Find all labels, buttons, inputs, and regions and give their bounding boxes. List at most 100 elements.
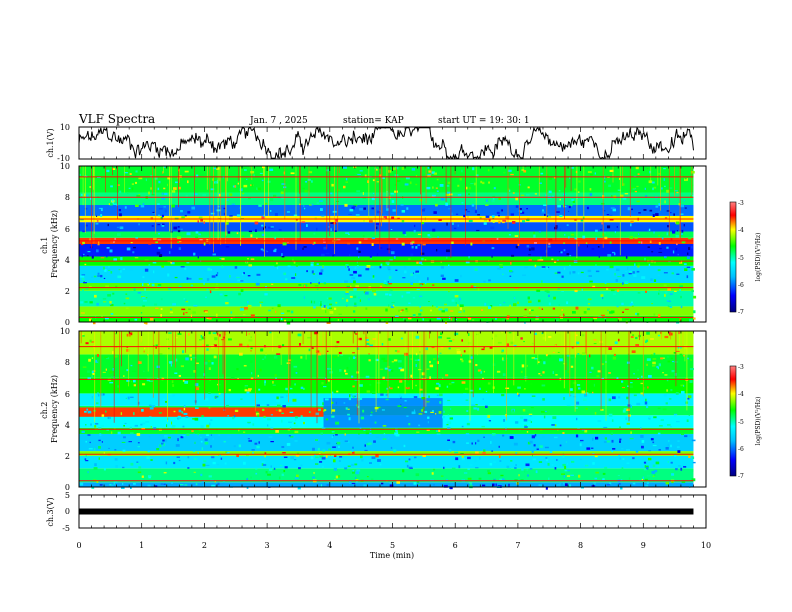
spectrogram-pixel bbox=[135, 237, 138, 239]
spectrogram-pixel bbox=[181, 411, 184, 414]
spectrogram-pixel bbox=[348, 233, 350, 235]
spectrogram-pixel bbox=[667, 424, 671, 426]
spectrogram-pixel bbox=[328, 448, 331, 451]
spectrogram-pixel bbox=[197, 360, 200, 364]
spectrogram-pixel bbox=[323, 386, 327, 388]
spectrogram-pixel bbox=[684, 178, 688, 181]
spectrogram-pixel bbox=[91, 341, 94, 343]
spectrogram-pixel bbox=[155, 346, 157, 349]
spectrogram-pixel bbox=[144, 347, 146, 350]
spectrogram-pixel bbox=[341, 189, 345, 192]
spectrogram-pixel bbox=[275, 377, 277, 380]
spectrogram-pixel bbox=[280, 312, 285, 314]
spectrogram-pixel bbox=[110, 431, 113, 435]
spectrogram-pixel bbox=[658, 425, 663, 427]
spectrogram-pixel bbox=[397, 360, 402, 363]
spectrogram-pixel bbox=[644, 478, 648, 481]
spectrogram-pixel bbox=[160, 298, 163, 301]
spectrogram-pixel bbox=[242, 314, 246, 316]
spectrogram-pixel bbox=[597, 420, 602, 422]
spectrogram-pixel bbox=[600, 314, 605, 317]
spectrogram-sferic bbox=[430, 166, 432, 175]
spectrogram-pixel bbox=[286, 310, 291, 313]
spectrogram-pixel bbox=[97, 362, 100, 364]
ch1-spectrogram-ylabel-frequency: Frequency (kHz) bbox=[50, 210, 59, 278]
spectrogram-pixel bbox=[229, 193, 233, 196]
spectrogram-sferic bbox=[155, 166, 157, 234]
spectrogram-pixel bbox=[201, 415, 204, 418]
spectrogram-pixel bbox=[418, 413, 423, 415]
spectrogram-pixel bbox=[142, 283, 144, 286]
spectrogram-pixel bbox=[426, 186, 431, 190]
spectrogram-pixel bbox=[575, 434, 579, 438]
spectrogram-pixel bbox=[667, 461, 669, 463]
spectrogram-pixel bbox=[149, 407, 154, 410]
spectrogram-pixel bbox=[475, 451, 479, 454]
spectrogram-pixel bbox=[346, 299, 349, 302]
spectrogram-pixel bbox=[80, 312, 85, 314]
spectrogram-pixel bbox=[675, 392, 679, 395]
spectrogram-pixel bbox=[629, 437, 634, 440]
spectrogram-pixel bbox=[349, 394, 353, 396]
spectrogram-pixel bbox=[609, 482, 612, 485]
spectrogram-pixel bbox=[628, 272, 632, 275]
spectrogram-pixel bbox=[646, 405, 649, 409]
spectrogram-pixel bbox=[302, 247, 304, 250]
spectrogram-pixel bbox=[261, 233, 266, 236]
spectrogram-pixel bbox=[535, 470, 538, 474]
spectrogram-pixel bbox=[556, 459, 558, 461]
spectrogram-pixel bbox=[96, 480, 99, 483]
spectrogram-pixel bbox=[366, 342, 370, 345]
spectrogram-pixel bbox=[116, 226, 121, 229]
spectrogram-pixel bbox=[508, 188, 510, 190]
spectrogram-pixel bbox=[81, 430, 85, 433]
spectrogram-pixel bbox=[335, 421, 340, 425]
spectrogram-pixel bbox=[112, 351, 114, 355]
ch2-spectrogram-ylabel-frequency: Frequency (kHz) bbox=[50, 375, 59, 443]
spectrogram-pixel bbox=[272, 381, 274, 384]
spectrogram-sferic bbox=[622, 166, 624, 186]
spectrogram-pixel bbox=[561, 291, 564, 292]
spectrogram-pixel bbox=[89, 301, 93, 304]
spectrogram-pixel bbox=[163, 166, 166, 168]
spectrogram-pixel bbox=[106, 255, 108, 258]
spectrogram-pixel bbox=[445, 202, 448, 206]
spectrogram-pixel bbox=[663, 168, 666, 170]
spectrogram-sferic bbox=[158, 331, 160, 407]
spectrogram-pixel bbox=[408, 458, 411, 461]
spectrogram-pixel bbox=[506, 343, 509, 347]
spectrogram-pixel bbox=[653, 416, 657, 419]
spectrogram-pixel bbox=[473, 407, 477, 410]
spectrogram-pixel bbox=[421, 222, 425, 225]
spectrogram-pixel bbox=[129, 332, 133, 336]
spectrogram-pixel bbox=[282, 405, 286, 408]
spectrogram-pixel bbox=[633, 373, 635, 375]
spectrogram-pixel bbox=[557, 288, 560, 290]
spectrogram-pixel bbox=[664, 335, 669, 339]
ch1-spectrogram-ytick: 10 bbox=[60, 162, 70, 171]
spectrogram-pixel bbox=[118, 209, 121, 212]
spectrogram-pixel bbox=[569, 255, 572, 257]
spectrogram-pixel bbox=[530, 421, 532, 423]
spectrogram-pixel bbox=[256, 445, 260, 449]
spectrogram-pixel bbox=[515, 421, 519, 424]
spectrogram-pixel bbox=[261, 216, 266, 219]
spectrogram-pixel bbox=[668, 440, 670, 442]
spectrogram-pixel bbox=[426, 368, 430, 370]
spectrogram-pixel bbox=[259, 172, 263, 174]
spectrogram-pixel bbox=[670, 389, 673, 392]
spectrogram-pixel bbox=[596, 316, 600, 318]
spectrogram-pixel bbox=[517, 243, 520, 246]
spectrogram-pixel bbox=[522, 274, 526, 276]
spectrogram-pixel bbox=[195, 386, 200, 388]
spectrogram-pixel bbox=[262, 464, 267, 466]
spectrogram-pixel bbox=[432, 468, 436, 471]
spectrogram-pixel bbox=[344, 369, 347, 373]
spectrogram-pixel bbox=[138, 223, 140, 226]
spectrogram-pixel bbox=[506, 318, 509, 320]
ch1-spectrogram-ylabel: ch.1 Frequency (kHz) bbox=[40, 210, 59, 278]
spectrogram-pixel bbox=[379, 247, 383, 249]
spectrogram-pixel bbox=[679, 353, 683, 356]
spectrogram-pixel bbox=[610, 207, 615, 209]
spectrogram-pixel bbox=[194, 383, 199, 387]
